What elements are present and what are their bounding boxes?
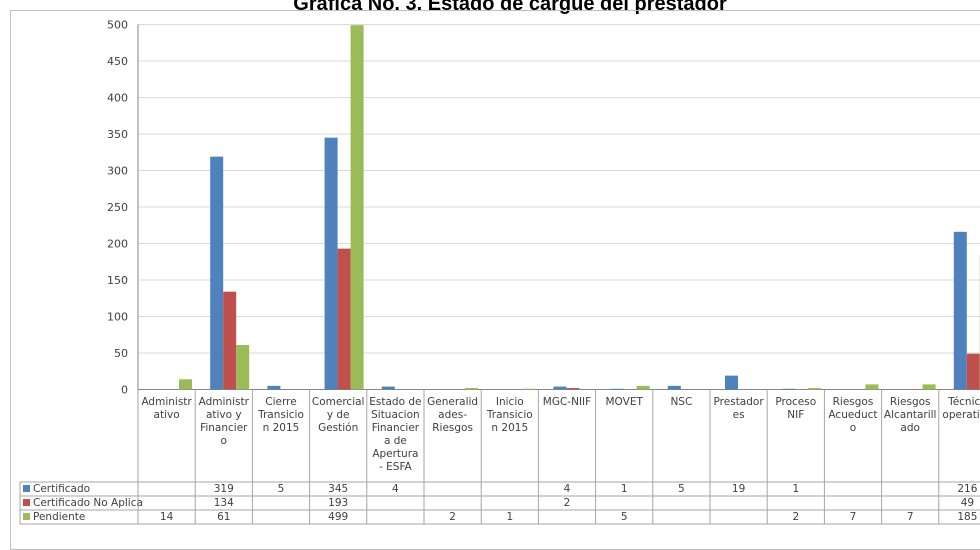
legend-swatch <box>23 485 30 492</box>
y-tick-label: 350 <box>107 128 128 141</box>
bar <box>325 138 338 390</box>
category-label: NSC <box>653 390 710 483</box>
bar <box>223 292 236 390</box>
legend-series-name: Pendiente <box>33 511 85 523</box>
bar <box>179 379 192 389</box>
bar <box>351 25 364 389</box>
data-label: 1 <box>596 482 653 496</box>
bar <box>725 376 738 390</box>
data-label: 4 <box>538 482 595 496</box>
legend-series-label: Pendiente <box>21 510 85 524</box>
y-tick-label: 450 <box>107 55 128 68</box>
bar <box>236 345 249 390</box>
category-label: Riesgos Acueduct o <box>824 390 881 483</box>
data-label: 61 <box>195 510 252 524</box>
category-label: Administr ativo y Financier o <box>195 390 252 483</box>
legend-series-name: Certificado <box>33 483 90 495</box>
data-label: 4 <box>367 482 424 496</box>
data-label: 345 <box>310 482 367 496</box>
data-label: 134 <box>195 496 252 510</box>
bar <box>210 157 223 390</box>
data-label: 2 <box>767 510 824 524</box>
legend-series-label: Certificado <box>21 482 90 496</box>
y-tick-label: 300 <box>107 165 128 178</box>
category-label: MOVET <box>596 390 653 483</box>
bar <box>967 354 980 390</box>
bar <box>954 232 967 390</box>
data-label: 7 <box>824 510 881 524</box>
legend-swatch <box>23 513 30 520</box>
data-label: 7 <box>882 510 939 524</box>
y-tick-label: 250 <box>107 201 128 214</box>
data-label: 2 <box>538 496 595 510</box>
data-label: 5 <box>252 482 309 496</box>
y-tick-label: 50 <box>114 347 128 360</box>
category-label: Administr ativo <box>138 390 195 483</box>
category-label: Generalid ades- Riesgos <box>424 390 481 483</box>
data-label: 319 <box>195 482 252 496</box>
data-label: 1 <box>481 510 538 524</box>
data-label: 185 <box>939 510 980 524</box>
category-label: Proceso NIF <box>767 390 824 483</box>
category-label: Estado de Situacion Financier a de Apert… <box>367 390 424 483</box>
category-label: Riesgos Alcantarill ado <box>882 390 939 483</box>
legend-series-label: Certificado No Aplica <box>21 496 143 510</box>
data-label: 19 <box>710 482 767 496</box>
data-label: 2 <box>424 510 481 524</box>
category-label: MGC-NIIF <box>538 390 595 483</box>
y-tick-label: 200 <box>107 238 128 251</box>
y-tick-label: 100 <box>107 311 128 324</box>
data-label: 499 <box>310 510 367 524</box>
data-label: 5 <box>596 510 653 524</box>
category-label: Prestador es <box>710 390 767 483</box>
y-tick-label: 500 <box>107 19 128 32</box>
data-label: 49 <box>939 496 980 510</box>
data-label: 14 <box>138 510 195 524</box>
data-label: 216 <box>939 482 980 496</box>
category-label: Comercial y de Gestión <box>310 390 367 483</box>
data-label: 193 <box>310 496 367 510</box>
y-tick-label: 150 <box>107 274 128 287</box>
legend-swatch <box>23 499 30 506</box>
legend-series-name: Certificado No Aplica <box>33 497 143 509</box>
data-label: 1 <box>767 482 824 496</box>
data-label: 5 <box>653 482 710 496</box>
category-label: Cierre Transicio n 2015 <box>252 390 309 483</box>
category-label: Inicio Transicio n 2015 <box>481 390 538 483</box>
y-tick-label: 400 <box>107 92 128 105</box>
bar <box>338 249 351 390</box>
y-tick-label: 0 <box>121 384 128 397</box>
